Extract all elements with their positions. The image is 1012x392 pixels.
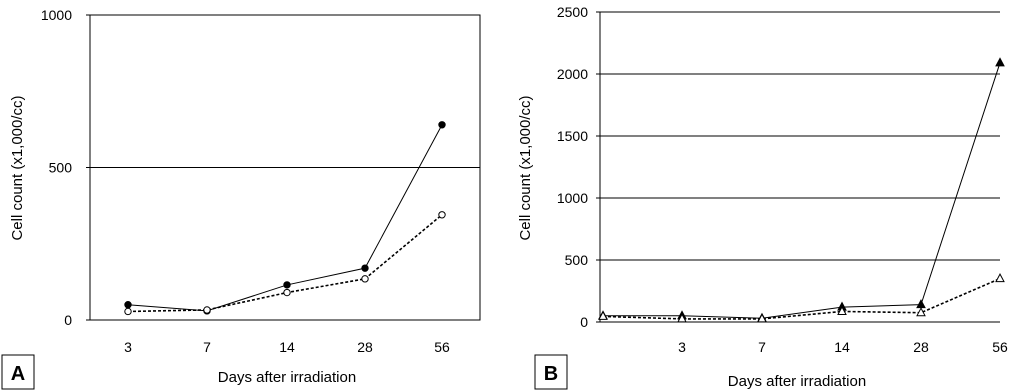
panel-a-series-1-point	[361, 264, 369, 272]
panel-b-series-2-point	[916, 307, 926, 317]
panel-a-y-tick-label: 1000	[41, 7, 72, 23]
panel-a-x-tick-label: 7	[203, 339, 211, 355]
panel-a-series-1-point	[124, 301, 132, 309]
panel-b-series-2-point	[677, 313, 687, 323]
panel-b-y-tick-label: 1000	[557, 190, 588, 206]
panel-b-x-tick-label: 14	[834, 339, 850, 355]
panel-b-series-2-point	[757, 313, 767, 323]
panel-b-y-tick-label: 0	[580, 314, 588, 330]
panel-a-x-axis-label: Days after irradiation	[218, 369, 356, 386]
panel-a-y-tick-label: 500	[49, 160, 73, 176]
panel-b-series-2-point	[995, 273, 1005, 283]
panel-a-series-1-point	[283, 281, 291, 289]
panel-b-series	[598, 57, 1005, 323]
panel-a-chart: 0 500 1000 3 7 14 28 56 Cell count (x1,000/cc)…	[1, 7, 481, 390]
panel-a-x-tick-label: 14	[279, 339, 295, 355]
panel-a-y-tick-labels: 0 500 1000	[41, 7, 90, 328]
panel-b-series-2-line	[602, 277, 1001, 320]
panel-b-x-axis-label: Days after irradiation	[728, 373, 866, 390]
panel-a-series-2-point	[283, 288, 291, 297]
panel-a-series-1-point	[438, 121, 446, 129]
panel-b-series-2-point	[598, 310, 608, 320]
panel-b-y-tick-label: 2000	[557, 66, 588, 82]
panel-a-series-2-line	[127, 214, 443, 313]
panel-b-x-tick-label: 3	[678, 339, 686, 355]
panel-b-x-tick-label: 56	[992, 339, 1008, 355]
panel-b-y-tick-label: 2500	[557, 4, 588, 20]
panel-b-x-tick-label: 7	[758, 339, 766, 355]
panel-b-series-1-line	[603, 62, 1001, 319]
panel-a-series-2-point	[438, 211, 446, 219]
panel-a-series-2-point	[203, 306, 211, 314]
panel-a-y-tick-label: 0	[64, 312, 72, 328]
panel-a-x-tick-label: 3	[124, 339, 132, 355]
panel-a-series	[124, 121, 446, 316]
panel-a-y-axis-label: Cell count (x1,000/cc)	[9, 95, 26, 240]
panel-a-series-2-point	[361, 275, 369, 283]
panel-a-x-tick-label: 56	[434, 339, 450, 355]
panel-b-x-tick-label: 28	[913, 339, 929, 355]
panel-b-series-1-point	[916, 299, 926, 309]
panel-b-y-tick-label: 1500	[557, 128, 588, 144]
panel-b-gridlines	[600, 11, 1000, 261]
panel-a-label-box	[1, 354, 35, 390]
panel-b-series-1-point	[995, 57, 1005, 67]
panel-a-x-tick-labels: 3 7 14 28 56	[124, 339, 450, 355]
panel-a-label: A	[11, 363, 25, 385]
panel-b-y-tick-label: 500	[565, 252, 589, 268]
panel-b-label-box	[534, 354, 568, 390]
panel-b-y-axis-label: Cell count (x1,000/cc)	[517, 95, 534, 240]
panel-b-series-2-point	[837, 305, 847, 315]
panel-b-chart: 0 500 1000 1500 2000 2500 3 7 14 28 56 Cell count…	[517, 4, 1008, 390]
panel-b-y-tick-labels: 0 500 1000 1500 2000 2500	[557, 4, 600, 330]
panel-a-x-tick-label: 28	[357, 339, 373, 355]
panel-b-x-tick-labels: 3 7 14 28 56	[678, 339, 1008, 355]
panel-b-label: B	[544, 363, 558, 385]
panel-a-series-2-point	[124, 307, 132, 316]
